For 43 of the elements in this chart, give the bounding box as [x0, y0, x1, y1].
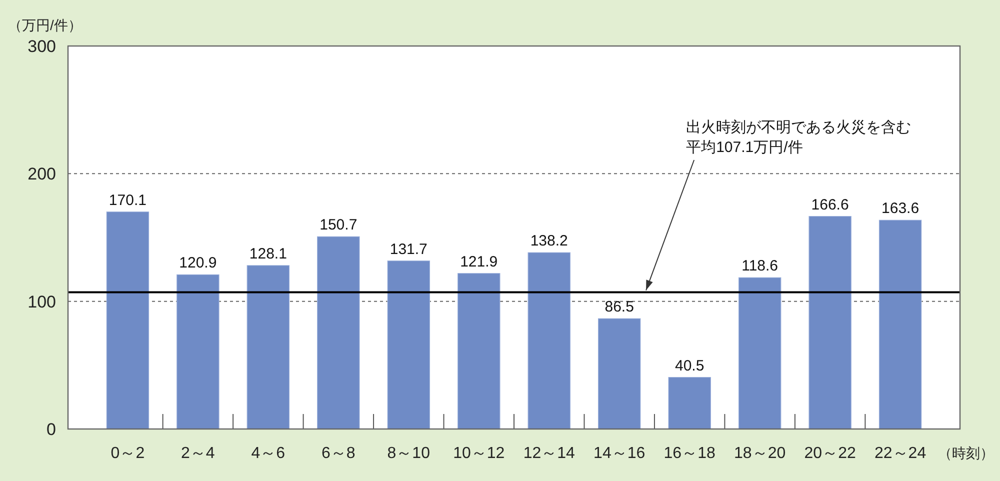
- bar: [246, 265, 290, 430]
- bar: [176, 274, 220, 430]
- x-tick-label: 6～8: [322, 445, 356, 462]
- data-label: 138.2: [530, 232, 568, 250]
- y-axis-title: （万円/件）: [8, 17, 82, 33]
- bar: [387, 260, 430, 430]
- y-tick-label: 0: [46, 420, 56, 439]
- x-tick-label: 18～20: [734, 445, 786, 462]
- data-label: 166.6: [811, 196, 849, 214]
- x-tick-label: 4～6: [251, 445, 286, 462]
- bar: [808, 216, 852, 430]
- bar: [668, 376, 711, 430]
- ref-line-label: 出火時刻が不明である火災を含む平均107.1万円/件: [686, 119, 912, 156]
- x-tick-label: 16～18: [664, 445, 716, 462]
- y-tick-label: 300: [28, 37, 56, 56]
- y-tick-label: 200: [28, 164, 56, 184]
- bar: [598, 318, 641, 430]
- bar: [878, 220, 922, 430]
- data-label: 86.5: [604, 298, 634, 316]
- bar: [738, 277, 782, 430]
- data-label: 128.1: [249, 245, 287, 262]
- data-label: 170.1: [108, 192, 146, 209]
- x-tick-label: 0～2: [110, 445, 145, 462]
- data-label: 150.7: [320, 216, 358, 234]
- x-tick-label: 8～10: [387, 445, 430, 462]
- x-tick-label: 22～24: [874, 445, 926, 462]
- data-label: 121.9: [460, 253, 498, 270]
- bar: [317, 236, 360, 430]
- data-label: 163.6: [882, 200, 920, 218]
- data-label: 131.7: [390, 240, 428, 258]
- y-tick-label: 100: [28, 292, 56, 312]
- bar: [528, 252, 570, 430]
- data-label: 120.9: [179, 254, 217, 272]
- x-tick-label: 2～4: [181, 445, 215, 462]
- bar: [458, 273, 500, 430]
- x-tick-label: 20～22: [804, 445, 856, 462]
- data-label: 40.5: [674, 357, 704, 374]
- data-label: 118.6: [742, 258, 778, 275]
- x-tick-label: 12～14: [523, 445, 576, 462]
- bar: [106, 212, 150, 430]
- x-axis-title: （時刻）: [938, 445, 994, 461]
- x-tick-label: 10～12: [453, 445, 505, 462]
- x-tick-label: 14～16: [594, 445, 646, 462]
